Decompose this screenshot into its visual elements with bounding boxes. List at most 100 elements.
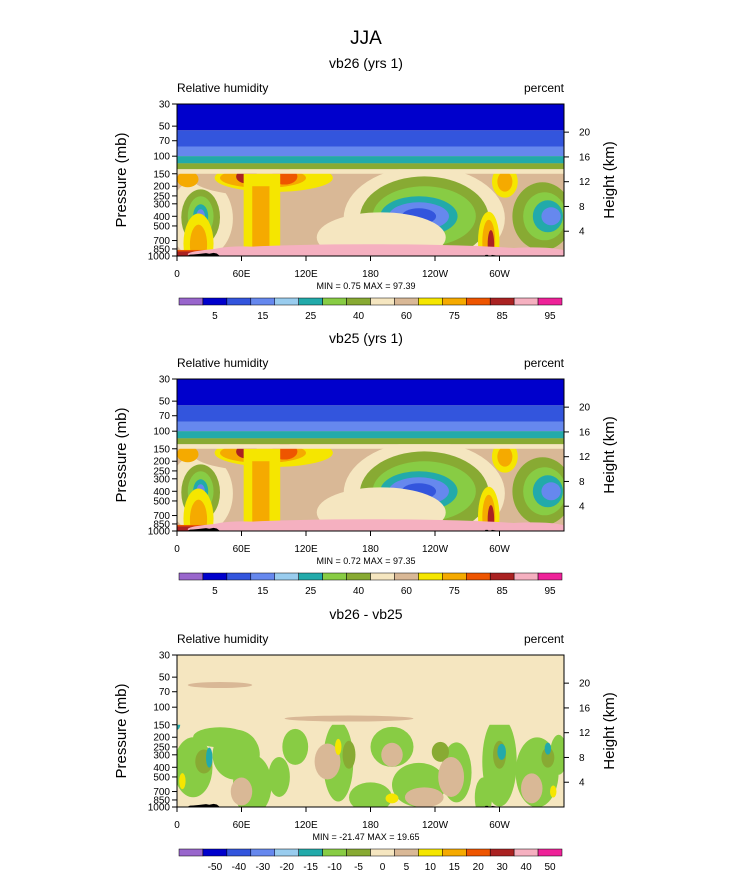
y-axis-title-right: Height (km) (601, 692, 618, 770)
field-contour (206, 747, 213, 768)
y-axis-title: Pressure (mb) (113, 132, 130, 227)
colorbar-label: 60 (401, 586, 413, 597)
colorbar-swatch (418, 848, 443, 857)
colorbar-swatch (513, 848, 539, 857)
contour-field (177, 655, 564, 807)
colorbar-swatch (442, 572, 467, 581)
colorbar-label: 95 (544, 586, 556, 597)
colorbar-swatch (346, 297, 371, 306)
field-contour (177, 156, 564, 164)
colorbar-label: 60 (401, 311, 413, 322)
field-contour (230, 777, 253, 806)
y-tick-label: 500 (153, 496, 170, 507)
x-tick-label: 60W (489, 820, 510, 831)
y-right-tick-label: 12 (579, 177, 591, 188)
field-contour (349, 782, 392, 807)
y-tick-label: 300 (153, 199, 170, 210)
colorbar-swatch (537, 297, 563, 306)
colorbar-label: 85 (497, 586, 509, 597)
y-tick-label: 400 (153, 487, 170, 498)
y-tick-label: 500 (153, 221, 170, 232)
y-tick-label: 70 (159, 411, 171, 422)
panel-title: vb26 (yrs 1) (329, 55, 403, 71)
colorbar-label: -20 (279, 862, 294, 872)
x-tick-label: 120W (422, 820, 449, 831)
field-contour (541, 747, 555, 768)
y-tick-label: 1000 (148, 252, 171, 263)
colorbar-label: 15 (257, 311, 269, 322)
y-tick-label: 30 (159, 100, 171, 111)
field-contour (189, 224, 208, 256)
y-axis-title: Pressure (mb) (113, 407, 130, 502)
colorbar-label: -10 (327, 862, 342, 872)
y-tick-label: 100 (153, 427, 170, 438)
field-contour (381, 742, 403, 767)
field-contour (268, 756, 290, 797)
x-tick-label: 60E (233, 820, 251, 831)
colorbar-label: 95 (544, 311, 556, 322)
y-right-tick-label: 12 (579, 728, 591, 739)
field-contour (177, 446, 199, 463)
x-tick-label: 120W (422, 269, 449, 280)
field-contour (177, 379, 564, 406)
colorbar-swatch (418, 572, 443, 581)
colorbar-swatch (370, 848, 395, 857)
field-contour (177, 104, 564, 131)
y-right-tick-label: 8 (579, 477, 585, 488)
field-contour (177, 163, 564, 170)
terrain-africa (185, 803, 220, 807)
colorbar-label: 5 (404, 862, 410, 872)
field-contour (263, 247, 435, 256)
colorbar-label: 40 (521, 862, 533, 872)
y-right-tick-label: 4 (579, 778, 585, 789)
y-tick-label: 1000 (148, 803, 171, 814)
colorbar-swatch (298, 297, 323, 306)
field-contour (263, 522, 435, 531)
contour-field (177, 379, 564, 531)
field-contour (177, 146, 564, 157)
colorbar-swatch (418, 297, 443, 306)
colorbar-label: -15 (303, 862, 318, 872)
y-tick-label: 150 (153, 720, 170, 731)
y-tick-label: 50 (159, 397, 171, 408)
x-tick-label: 120W (422, 544, 449, 555)
colorbar-swatch (178, 848, 204, 857)
field-contour (521, 773, 543, 804)
x-tick-label: 60W (489, 269, 510, 280)
colorbar-swatch (250, 572, 275, 581)
x-tick-label: 60E (233, 269, 251, 280)
y-tick-label: 70 (159, 687, 171, 698)
field-contour (177, 431, 564, 439)
field-contour (544, 742, 552, 755)
y-tick-label: 700 (153, 236, 170, 247)
terrain-africa (185, 527, 220, 531)
y-tick-label: 850 (153, 519, 170, 530)
y-right-tick-label: 12 (579, 452, 591, 463)
field-contour (497, 446, 513, 467)
colorbar-label: 15 (257, 586, 269, 597)
colorbar-swatch (226, 848, 252, 857)
y-tick-label: 200 (153, 182, 170, 193)
field-contour (252, 461, 270, 531)
y-axis-title-right: Height (km) (601, 416, 618, 494)
y-tick-label: 50 (159, 122, 171, 133)
field-contour (431, 741, 449, 762)
colorbar-swatch (537, 572, 563, 581)
y-right-tick-label: 8 (579, 202, 585, 213)
y-tick-label: 150 (153, 444, 170, 455)
x-tick-label: 60W (489, 544, 510, 555)
colorbar-label: 15 (449, 862, 461, 872)
colorbar-label: 40 (353, 311, 365, 322)
y-tick-label: 70 (159, 136, 171, 147)
y-tick-label: 850 (153, 795, 170, 806)
colorbar-swatch (394, 572, 419, 581)
colorbar-label: -5 (354, 862, 363, 872)
colorbar-label: 0 (380, 862, 386, 872)
y-right-tick-label: 20 (579, 679, 591, 690)
y-tick-label: 250 (153, 191, 170, 202)
field-contour (177, 171, 199, 188)
field-contour (494, 247, 564, 256)
colorbar-swatch (442, 297, 467, 306)
colorbar-swatch (274, 572, 299, 581)
